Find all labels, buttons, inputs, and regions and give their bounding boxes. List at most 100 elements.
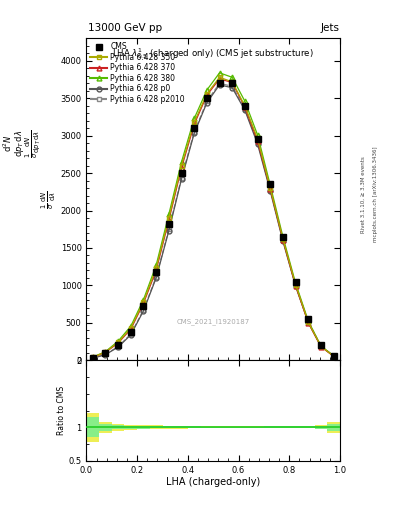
Pythia 6.428 350	[268, 185, 273, 191]
Pythia 6.428 380	[90, 354, 95, 360]
Pythia 6.428 p2010	[116, 344, 121, 350]
Pythia 6.428 350	[230, 79, 235, 85]
Bar	[125, 424, 137, 430]
Bar	[175, 426, 188, 428]
Pythia 6.428 350	[167, 215, 171, 221]
Bar	[125, 425, 137, 429]
Pythia 6.428 370	[319, 344, 323, 350]
Bar	[264, 426, 277, 428]
Pythia 6.428 370	[293, 283, 298, 289]
Bar	[188, 426, 200, 428]
Pythia 6.428 370	[255, 138, 260, 144]
Pythia 6.428 350	[331, 353, 336, 359]
CMS	[293, 279, 298, 285]
Pythia 6.428 350	[319, 344, 323, 350]
Pythia 6.428 380	[242, 98, 247, 104]
Pythia 6.428 350	[179, 163, 184, 169]
Bar	[302, 426, 315, 428]
Pythia 6.428 p2010	[306, 318, 310, 325]
Pythia 6.428 370	[141, 300, 146, 306]
Pythia 6.428 p2010	[90, 355, 95, 361]
Pythia 6.428 p2010	[281, 237, 285, 243]
Pythia 6.428 370	[217, 76, 222, 82]
Bar	[112, 425, 125, 429]
Pythia 6.428 370	[192, 121, 196, 127]
Bar	[289, 426, 302, 428]
Bar	[314, 425, 327, 429]
X-axis label: LHA (charged-only): LHA (charged-only)	[166, 477, 260, 487]
Pythia 6.428 350	[255, 136, 260, 142]
Pythia 6.428 370	[331, 353, 336, 359]
CMS	[230, 80, 235, 87]
Pythia 6.428 350	[116, 339, 121, 345]
Pythia 6.428 p0	[242, 107, 247, 113]
Bar	[251, 426, 264, 428]
Pythia 6.428 p2010	[167, 226, 171, 232]
Bar	[150, 425, 163, 429]
Pythia 6.428 370	[242, 104, 247, 110]
Bar	[251, 426, 264, 428]
CMS	[281, 233, 285, 240]
Bar	[163, 425, 175, 429]
Pythia 6.428 p2010	[204, 98, 209, 104]
Pythia 6.428 370	[306, 319, 310, 326]
Pythia 6.428 p2010	[255, 139, 260, 145]
Pythia 6.428 350	[141, 299, 146, 305]
Pythia 6.428 p2010	[217, 80, 222, 87]
Pythia 6.428 350	[103, 349, 108, 355]
CMS	[90, 355, 95, 361]
Bar	[112, 424, 125, 431]
Pythia 6.428 380	[192, 115, 196, 121]
CMS	[179, 170, 184, 176]
Line: Pythia 6.428 350: Pythia 6.428 350	[90, 75, 336, 359]
Bar	[137, 425, 150, 429]
Pythia 6.428 p2010	[192, 129, 196, 135]
Bar	[264, 426, 277, 428]
Pythia 6.428 350	[306, 319, 310, 325]
Text: Jets: Jets	[320, 23, 339, 33]
Bar	[314, 425, 327, 429]
CMS	[242, 103, 247, 109]
Bar	[226, 426, 239, 428]
Pythia 6.428 p0	[116, 344, 121, 350]
Pythia 6.428 350	[204, 91, 209, 97]
Pythia 6.428 p0	[281, 238, 285, 244]
Pythia 6.428 380	[306, 318, 310, 324]
Pythia 6.428 350	[217, 74, 222, 80]
Text: $\mathrm{d}^2N$: $\mathrm{d}^2N$	[2, 135, 14, 152]
Pythia 6.428 p0	[268, 188, 273, 194]
Bar	[86, 417, 99, 437]
Text: Rivet 3.1.10, ≥ 3.3M events: Rivet 3.1.10, ≥ 3.3M events	[361, 156, 366, 233]
Pythia 6.428 p0	[154, 275, 158, 281]
Y-axis label: Ratio to CMS: Ratio to CMS	[57, 386, 66, 435]
CMS	[154, 269, 158, 275]
Pythia 6.428 p0	[319, 344, 323, 350]
Pythia 6.428 350	[154, 265, 158, 271]
Pythia 6.428 370	[154, 267, 158, 273]
Bar	[188, 426, 200, 428]
Line: Pythia 6.428 p2010: Pythia 6.428 p2010	[90, 81, 336, 360]
Bar	[175, 426, 188, 429]
Pythia 6.428 350	[242, 103, 247, 109]
Bar	[277, 426, 289, 428]
Bar	[213, 426, 226, 428]
CMS	[204, 95, 209, 101]
Pythia 6.428 380	[331, 353, 336, 359]
CMS	[129, 329, 133, 335]
Pythia 6.428 350	[192, 119, 196, 125]
CMS	[255, 136, 260, 142]
Pythia 6.428 p0	[306, 319, 310, 326]
CMS	[167, 221, 171, 227]
Pythia 6.428 380	[129, 323, 133, 329]
Bar	[99, 422, 112, 433]
Pythia 6.428 p2010	[293, 282, 298, 288]
CMS	[306, 316, 310, 322]
Pythia 6.428 380	[230, 74, 235, 80]
CMS	[116, 342, 121, 348]
Bar	[200, 426, 213, 428]
CMS	[217, 80, 222, 87]
Line: CMS: CMS	[90, 80, 336, 361]
Line: Pythia 6.428 380: Pythia 6.428 380	[90, 70, 336, 359]
Bar	[277, 426, 289, 428]
CMS	[331, 353, 336, 359]
